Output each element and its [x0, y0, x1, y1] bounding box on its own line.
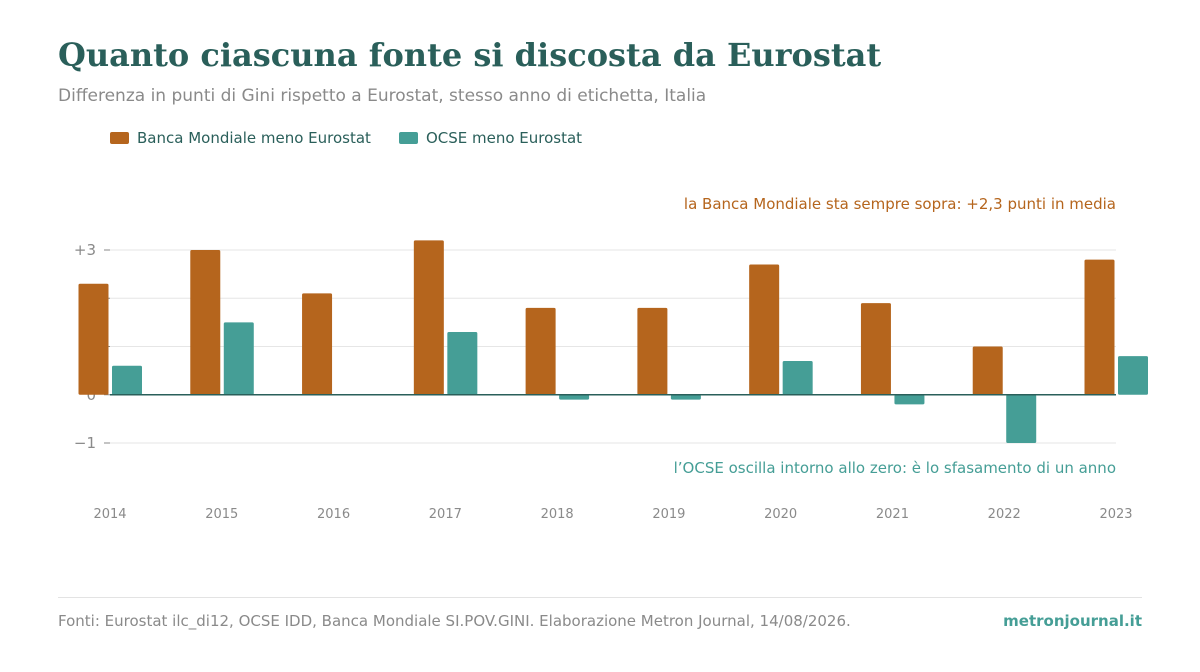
- annotation-oecd: l’OCSE oscilla intorno allo zero: è lo s…: [674, 459, 1116, 477]
- bar-oecd: [112, 365, 142, 395]
- x-tick-label: 2017: [429, 507, 462, 522]
- x-axis-ticks: 2014 2015 2016 2017 2018 2019 2020 2021 2022 2023: [93, 507, 1132, 522]
- source-note: Fonti: Eurostat ilc_di12, OCSE IDD, Banc…: [58, 612, 851, 630]
- bar-world-bank: [749, 264, 780, 395]
- bar-oecd: [223, 322, 254, 395]
- bar-oecd: [670, 394, 701, 400]
- x-tick-label: 2023: [1099, 507, 1132, 522]
- x-tick-label: 2018: [541, 507, 574, 522]
- bar-oecd: [1118, 356, 1148, 395]
- bar-oecd: [1006, 394, 1037, 443]
- x-tick-label: 2014: [93, 507, 126, 522]
- legend-item-world-bank: Banca Mondiale meno Eurostat: [110, 129, 371, 147]
- bar-world-bank: [78, 283, 109, 395]
- chart-subtitle: Differenza in punti di Gini rispetto a E…: [58, 86, 707, 106]
- bar-oecd: [559, 394, 590, 400]
- legend-label-oecd: OCSE meno Eurostat: [425, 129, 583, 147]
- bar-world-bank: [972, 346, 1003, 395]
- y-tick-label: −1: [74, 434, 96, 452]
- bar-chart: +30−1 2014201520162017201820192020202120…: [74, 195, 1148, 522]
- chart-title: Quanto ciascuna fonte si discosta da Eur…: [58, 36, 882, 74]
- legend-item-oecd: OCSE meno Eurostat: [398, 129, 583, 147]
- footer-divider: [58, 597, 1142, 598]
- x-tick-label: 2015: [205, 507, 238, 522]
- bar-oecd: [782, 360, 813, 395]
- y-tick-label: +3: [74, 241, 96, 259]
- bar-world-bank: [637, 307, 668, 395]
- bar-world-bank: [1084, 259, 1115, 395]
- x-tick-label: 2022: [988, 507, 1021, 522]
- bar-world-bank: [860, 303, 891, 395]
- brand-link[interactable]: metronjournal.it: [1003, 612, 1142, 630]
- grid-layer: [110, 249, 1116, 444]
- legend-swatch-oecd: [398, 132, 418, 144]
- legend-label-world-bank: Banca Mondiale meno Eurostat: [137, 129, 371, 147]
- bar-world-bank: [413, 240, 444, 395]
- x-tick-label: 2020: [764, 507, 797, 522]
- legend: Banca Mondiale meno Eurostat OCSE meno E…: [110, 129, 582, 147]
- bars: [78, 240, 1148, 443]
- bar-world-bank: [190, 250, 221, 395]
- bar-world-bank: [525, 307, 556, 395]
- x-tick-label: 2016: [317, 507, 350, 522]
- bar-oecd: [894, 394, 925, 405]
- x-tick-label: 2019: [652, 507, 685, 522]
- legend-swatch-world-bank: [110, 132, 129, 144]
- bar-world-bank: [302, 293, 333, 395]
- annotation-world-bank: la Banca Mondiale sta sempre sopra: +2,3…: [684, 195, 1116, 213]
- x-tick-label: 2021: [876, 507, 909, 522]
- bar-oecd: [447, 332, 478, 395]
